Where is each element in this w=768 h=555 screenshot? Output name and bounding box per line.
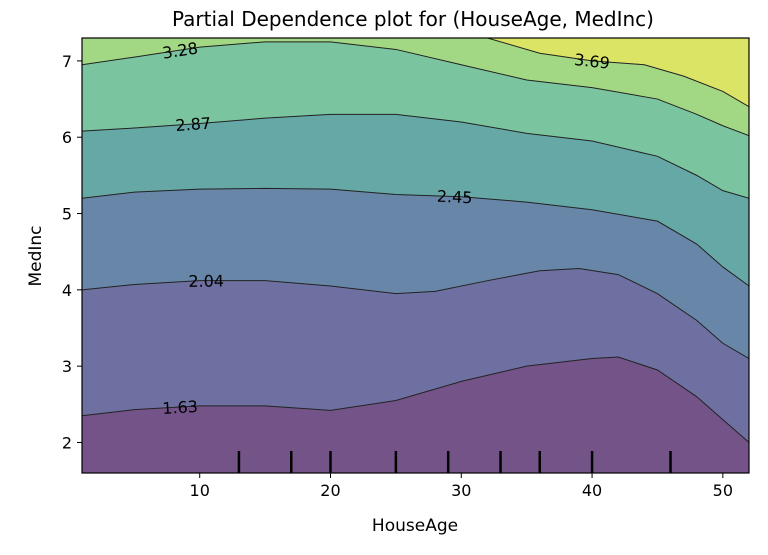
x-tick-label: 40: [582, 481, 602, 500]
contour-label: 2.87: [175, 114, 212, 136]
y-tick-label: 3: [62, 357, 72, 376]
plot-frame: [81, 37, 750, 474]
y-tick-label: 5: [62, 205, 72, 224]
x-tick-label: 20: [320, 481, 340, 500]
x-axis-ticks: 10 20 30 40 50: [190, 473, 733, 500]
contour-bands: [82, 38, 749, 473]
y-tick-label: 4: [62, 281, 72, 300]
contour-lines: [82, 38, 749, 443]
contour-line: [82, 267, 749, 359]
contour-label: 3.69: [573, 50, 610, 73]
y-axis-label: MedInc: [26, 225, 46, 286]
y-axis-ticks: 2 3 4 5 6 7: [62, 52, 82, 452]
x-tick-label: 30: [451, 481, 471, 500]
contour-line: [82, 356, 749, 443]
x-tick-label: 10: [190, 481, 210, 500]
contour-label: 2.45: [436, 187, 472, 208]
contour-label: 1.63: [162, 397, 199, 418]
contour-line: [82, 187, 749, 287]
x-axis-label: HouseAge: [372, 516, 458, 536]
x-tick-label: 50: [713, 481, 733, 500]
contour-label: 2.04: [188, 271, 224, 290]
rug-marks: [237, 451, 672, 473]
contour-line: [82, 41, 749, 137]
y-tick-label: 6: [62, 128, 72, 147]
y-tick-label: 2: [62, 433, 72, 452]
contour-line: [82, 113, 749, 199]
chart-title: Partial Dependence plot for (HouseAge, M…: [172, 7, 654, 31]
contour-line: [487, 38, 749, 108]
y-tick-label: 7: [62, 52, 72, 71]
